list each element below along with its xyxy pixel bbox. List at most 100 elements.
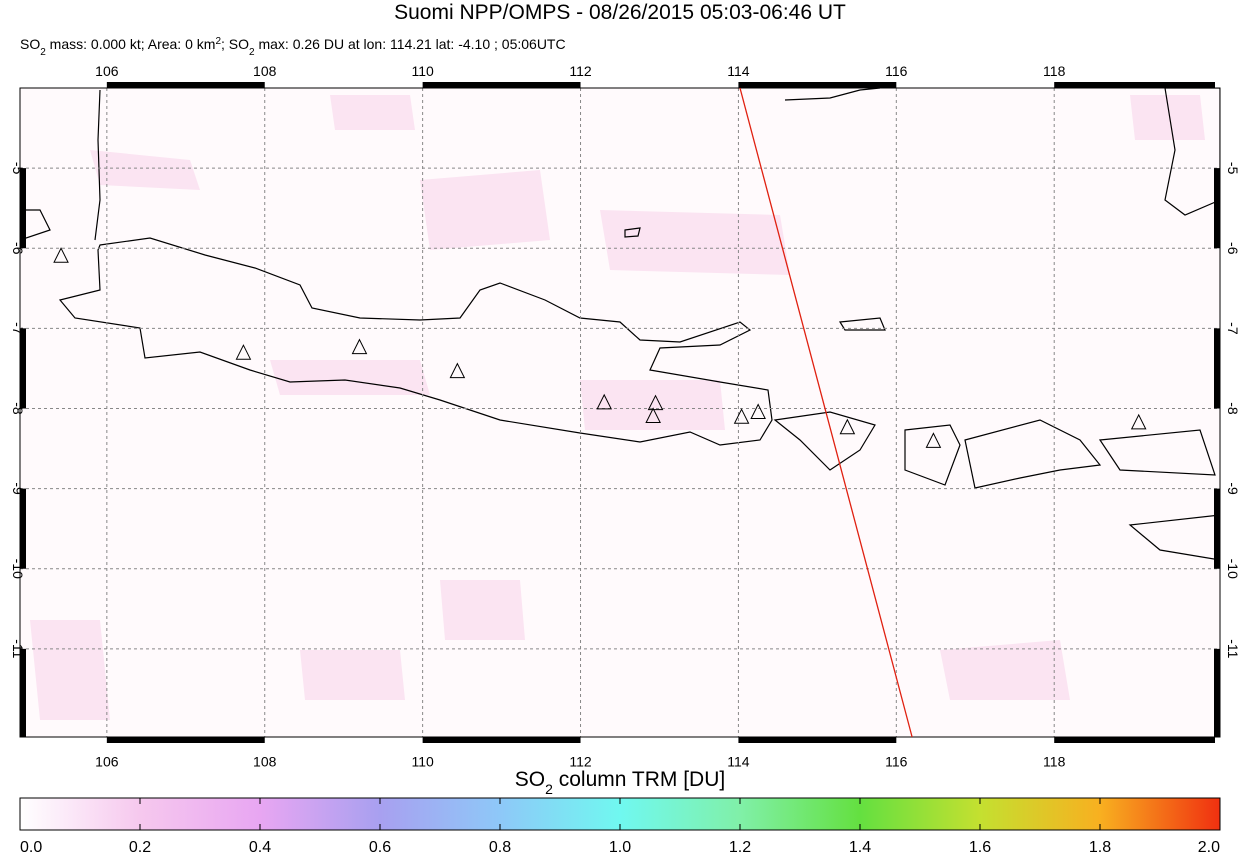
sumba-coast	[1128, 514, 1220, 561]
coastlines	[20, 88, 1220, 561]
frame-segment	[1214, 648, 1220, 737]
subtitle-sub: 2	[40, 47, 46, 58]
lombok-coast	[904, 424, 961, 486]
subtitle-sub: 2	[249, 47, 255, 58]
frame-segment	[20, 328, 26, 409]
bawean-coast	[624, 227, 641, 238]
frame-segment	[1054, 82, 1215, 88]
volcano	[1130, 413, 1147, 430]
colorbar-tick-label: 2.0	[1198, 839, 1220, 855]
patch	[600, 210, 790, 275]
colorbar-tick-label: 1.6	[969, 839, 991, 855]
patch	[330, 95, 415, 130]
colorbar-tick-label: 1.0	[609, 839, 631, 855]
frame-segment	[422, 737, 581, 743]
sumbawa-coast	[964, 419, 1102, 489]
colorbar-label-part: SO	[515, 768, 545, 791]
flores-coast	[1098, 429, 1216, 476]
y-tick-label: -9	[1225, 482, 1239, 495]
patch	[440, 580, 525, 640]
y-tick-label: -8	[1225, 402, 1239, 415]
colorbar-tick-label: 0.6	[369, 839, 391, 855]
frame-segment	[20, 648, 26, 737]
frame-segment	[1054, 737, 1215, 743]
volcano	[839, 418, 856, 435]
map-layer: 106 106 108 108 110 110 112 112 114 114 116 116 118 1…	[10, 63, 1239, 769]
volcano	[351, 338, 368, 355]
x-tick-label: 112	[569, 753, 592, 769]
y-tick-label: -5	[1225, 162, 1239, 175]
x-tick-label: 114	[727, 63, 750, 79]
colorbar-tick-label: 0.2	[129, 839, 151, 855]
frame-segment	[1214, 168, 1220, 249]
colorbar-tick-label: 1.8	[1089, 839, 1111, 855]
volcano	[53, 247, 69, 263]
map-frame	[19, 87, 1221, 738]
patch	[940, 640, 1070, 700]
x-tick-label: 108	[253, 63, 277, 79]
x-tick-label: 116	[885, 63, 908, 79]
colorbar-label: SO2 column TRM [DU]	[515, 768, 725, 797]
colorbar-tick-label: 0.4	[249, 839, 271, 855]
patch	[30, 620, 110, 720]
frame-segment	[106, 82, 265, 88]
y-tick-label: -10	[1225, 559, 1239, 579]
volcano	[596, 393, 613, 410]
bali-coast	[773, 411, 876, 471]
so2-patches	[30, 95, 1205, 720]
sumatra-coast	[20, 209, 51, 241]
colorbar-label-sub: 2	[545, 781, 553, 797]
colorbar-tick-label: 0.8	[489, 839, 511, 855]
x-tick-label: 106	[95, 753, 119, 769]
frame-segment	[738, 82, 897, 88]
x-tick-label: 110	[411, 63, 434, 79]
patch	[420, 170, 550, 250]
sumatra-coast	[94, 89, 101, 241]
volcano	[449, 362, 466, 379]
y-tick-label: -11	[1225, 639, 1239, 658]
subtitle-part: mass: 0.000 kt; Area: 0 km	[46, 36, 216, 52]
java-coast	[58, 237, 773, 446]
x-tick-label: 110	[411, 753, 434, 769]
sulawesi-coast	[1164, 88, 1220, 216]
y-tick-label: -6	[1225, 242, 1239, 255]
volcano	[235, 344, 252, 360]
patch	[1130, 95, 1205, 140]
frame-segment	[1214, 328, 1220, 409]
volcano	[647, 394, 664, 411]
frame-segment	[422, 82, 581, 88]
frame-segment	[1214, 488, 1220, 569]
volcano	[645, 407, 661, 424]
frame-segment	[20, 168, 26, 249]
frame-segment	[20, 488, 26, 569]
colorbar-tick-label: 1.4	[849, 839, 871, 855]
colorbar-tick-label: 0.0	[20, 839, 42, 855]
borneo-coast	[784, 88, 881, 101]
subtitle: SO2 mass: 0.000 kt; Area: 0 km2; SO2 max…	[20, 36, 566, 58]
patch	[580, 380, 725, 430]
colorbar-label-part: column TRM [DU]	[553, 768, 725, 791]
x-tick-label: 118	[1043, 63, 1066, 79]
subtitle-part: SO	[20, 36, 40, 52]
y-tick-label: -7	[1225, 322, 1239, 335]
orbit-track	[739, 87, 913, 738]
kangean-coast	[838, 317, 886, 331]
patch	[300, 650, 405, 700]
subtitle-part: max: 0.26 DU at lon: 114.21 lat: -4.10 ;…	[255, 36, 566, 52]
frame-segment	[106, 737, 265, 743]
title: Suomi NPP/OMPS - 08/26/2015 05:03-06:46 …	[394, 1, 846, 24]
volcano	[925, 432, 942, 448]
x-tick-label: 114	[727, 753, 750, 769]
map-background	[20, 88, 1220, 737]
colorbar-tick-label: 1.2	[729, 839, 751, 855]
x-tick-label: 116	[885, 753, 908, 769]
patch	[90, 150, 200, 190]
x-tick-label: 112	[569, 63, 592, 79]
subtitle-part: ; SO	[221, 36, 249, 52]
x-tick-label: 118	[1043, 753, 1066, 769]
subtitle-sup: 2	[215, 36, 221, 47]
x-tick-label: 108	[253, 753, 277, 769]
x-tick-label: 106	[95, 63, 119, 79]
